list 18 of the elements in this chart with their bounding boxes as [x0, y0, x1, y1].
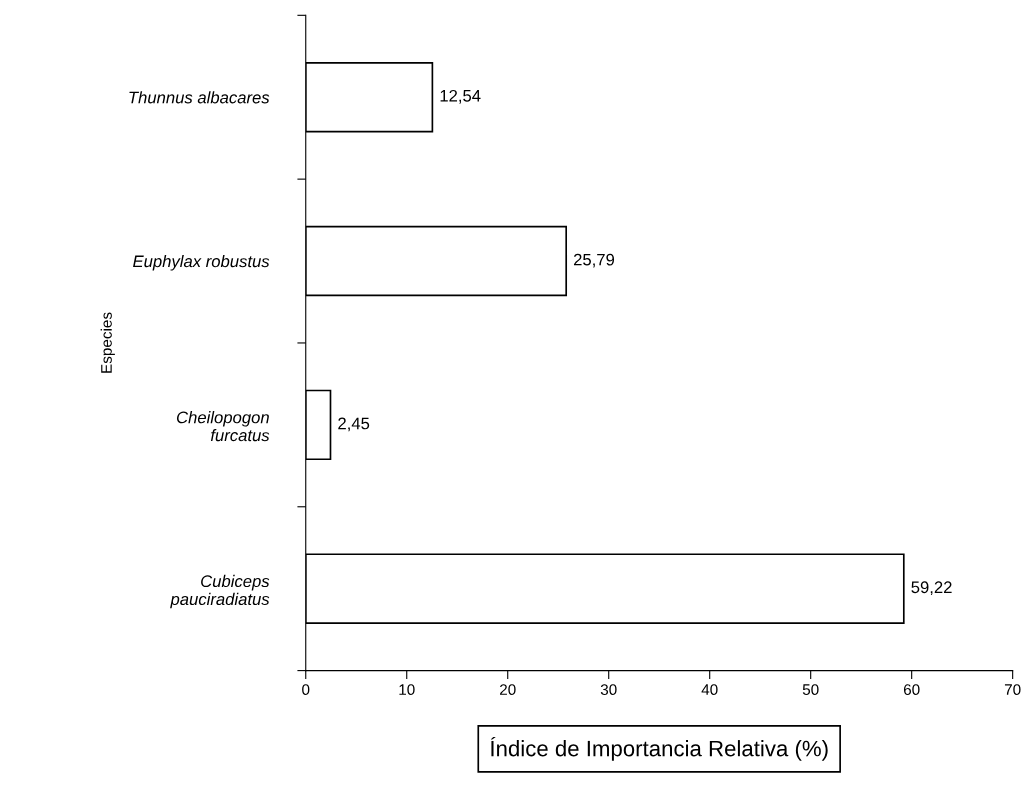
x-tick-label: 40 [701, 684, 718, 696]
y-tick-label: Thunnus albacares [129, 91, 270, 104]
y-axis-title: Especies [100, 312, 115, 373]
y-tick-label: Cheilopogon furcatus [176, 411, 270, 442]
x-tick-label: 10 [399, 684, 415, 696]
data-label: 59,22 [911, 581, 952, 596]
y-tick-label: Euphylax robustus [133, 255, 270, 271]
data-label: 12,54 [440, 89, 481, 104]
y-tick-label: Cubiceps pauciradiatus [170, 574, 270, 609]
x-tick-label: 30 [600, 684, 617, 696]
data-label: 25,79 [573, 253, 615, 268]
x-tick-label: 60 [903, 684, 920, 696]
x-tick-label: 20 [500, 684, 516, 696]
x-tick-label: 50 [802, 684, 819, 696]
x-axis-title: Índice de Importancia Relativa (%) [490, 736, 828, 761]
data-label: 2,45 [338, 417, 370, 432]
x-tick-label: 0 [302, 684, 310, 696]
x-tick-label: 70 [1004, 684, 1021, 696]
